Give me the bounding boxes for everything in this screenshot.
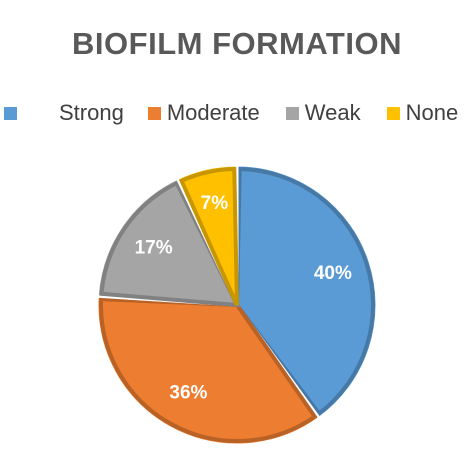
slice-label-weak: 17% bbox=[135, 237, 173, 258]
legend-item-none: None bbox=[386, 100, 459, 126]
pie-slice-strong bbox=[235, 163, 379, 421]
slice-label-strong: 40% bbox=[314, 263, 352, 284]
legend-item-moderate: Moderate bbox=[147, 100, 260, 126]
legend-swatch-weak bbox=[285, 106, 299, 120]
legend-item-strong: Strong bbox=[4, 100, 124, 126]
legend-label-strong: Strong bbox=[59, 100, 124, 125]
legend-swatch-none bbox=[386, 106, 400, 120]
pie-slice-border-none bbox=[178, 166, 239, 306]
pie-slice-weak bbox=[95, 176, 240, 307]
legend-swatch-strong bbox=[4, 106, 17, 120]
legend-item-weak: Weak bbox=[285, 100, 361, 126]
pie-slice-border-moderate bbox=[99, 297, 318, 443]
slice-label-none: 7% bbox=[201, 193, 229, 214]
legend-swatch-moderate bbox=[147, 106, 161, 120]
chart-title: BIOFILM FORMATION bbox=[72, 26, 402, 61]
legend-label-none: None bbox=[405, 100, 459, 125]
chart-legend: Strong Moderate Weak None bbox=[4, 100, 474, 126]
legend-label-moderate: Moderate bbox=[166, 100, 260, 125]
pie-slice-moderate bbox=[95, 294, 322, 447]
legend-label-weak: Weak bbox=[304, 100, 361, 125]
pie-slice-border-strong bbox=[234, 166, 375, 417]
slice-label-moderate: 36% bbox=[169, 382, 207, 403]
pie-slice-border-weak bbox=[99, 180, 241, 308]
